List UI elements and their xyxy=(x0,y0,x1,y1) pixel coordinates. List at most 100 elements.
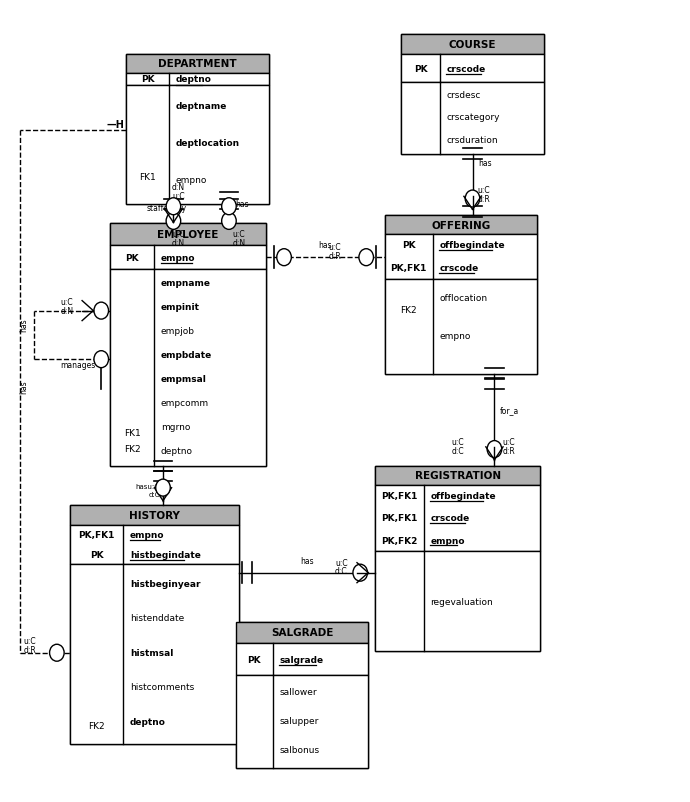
Text: offlocation: offlocation xyxy=(440,294,487,303)
Text: empno: empno xyxy=(176,176,207,185)
Text: deptno: deptno xyxy=(176,75,212,84)
Text: d:N: d:N xyxy=(60,306,73,315)
Text: empno: empno xyxy=(440,332,471,341)
Text: regevaluation: regevaluation xyxy=(431,597,493,606)
Bar xyxy=(385,234,537,279)
Bar xyxy=(70,565,239,743)
Text: u:C: u:C xyxy=(172,230,185,239)
Circle shape xyxy=(277,249,291,266)
Bar xyxy=(70,505,239,743)
Text: PK,FK1: PK,FK1 xyxy=(79,531,115,540)
Bar xyxy=(402,35,544,55)
Text: offbegindate: offbegindate xyxy=(440,241,505,250)
Bar xyxy=(70,505,239,525)
Text: PK,FK1: PK,FK1 xyxy=(391,264,427,273)
Bar xyxy=(110,270,266,467)
Bar xyxy=(375,485,540,552)
Text: d:R: d:R xyxy=(502,447,515,456)
Text: empno: empno xyxy=(431,536,465,545)
Bar xyxy=(375,552,540,651)
Circle shape xyxy=(465,191,480,208)
Text: u:C: u:C xyxy=(233,230,245,239)
Bar xyxy=(236,622,368,768)
Text: FK2: FK2 xyxy=(124,444,140,453)
Text: d:C: d:C xyxy=(335,567,348,576)
Circle shape xyxy=(94,303,108,320)
Text: histenddate: histenddate xyxy=(130,614,184,622)
Circle shape xyxy=(166,199,181,216)
Text: empcomm: empcomm xyxy=(161,399,209,407)
Text: d:N: d:N xyxy=(172,238,185,248)
Circle shape xyxy=(221,213,236,230)
Text: d:R: d:R xyxy=(23,645,37,654)
Text: PK: PK xyxy=(402,241,415,250)
Bar xyxy=(70,525,239,565)
Text: crscode: crscode xyxy=(446,64,486,74)
Bar xyxy=(385,217,537,374)
Bar xyxy=(236,622,368,643)
Text: deptname: deptname xyxy=(176,102,227,111)
Bar xyxy=(110,245,266,270)
Text: —H: —H xyxy=(106,120,124,130)
Text: for_a: for_a xyxy=(500,406,519,415)
Text: offbegindate: offbegindate xyxy=(431,492,496,500)
Bar xyxy=(402,83,544,155)
Circle shape xyxy=(359,249,373,266)
Text: OFFERING: OFFERING xyxy=(431,221,491,230)
Text: d:R: d:R xyxy=(328,252,341,261)
Text: empjob: empjob xyxy=(161,326,195,335)
Text: crscategory: crscategory xyxy=(446,113,500,122)
Text: has: has xyxy=(19,380,28,394)
Bar xyxy=(110,224,266,467)
Text: PK,FK2: PK,FK2 xyxy=(381,536,417,545)
Text: histcomments: histcomments xyxy=(130,683,194,691)
Text: salgrade: salgrade xyxy=(279,654,324,664)
Bar xyxy=(126,55,269,74)
Text: FK1: FK1 xyxy=(124,428,140,438)
Circle shape xyxy=(156,480,170,496)
Bar xyxy=(110,224,266,245)
Circle shape xyxy=(353,565,368,581)
Text: PK,FK1: PK,FK1 xyxy=(381,492,417,500)
Text: d:C: d:C xyxy=(451,447,464,456)
Text: empname: empname xyxy=(161,278,211,288)
Text: empinit: empinit xyxy=(161,302,200,312)
Text: has: has xyxy=(235,200,249,209)
Text: PK: PK xyxy=(90,550,104,559)
Text: salupper: salupper xyxy=(279,716,319,725)
Text: PK: PK xyxy=(125,253,139,262)
Text: FK1: FK1 xyxy=(139,173,156,182)
Bar xyxy=(375,467,540,651)
Text: u:C: u:C xyxy=(451,438,464,447)
Text: EMPLOYEE: EMPLOYEE xyxy=(157,230,218,240)
Circle shape xyxy=(94,351,108,368)
Circle shape xyxy=(166,213,181,230)
Text: salbonus: salbonus xyxy=(279,745,319,754)
Circle shape xyxy=(50,645,64,662)
Text: u:C: u:C xyxy=(502,438,515,447)
Text: deptno: deptno xyxy=(161,447,193,456)
Text: histbeginyear: histbeginyear xyxy=(130,579,200,588)
Bar xyxy=(385,217,537,234)
Text: SALGRADE: SALGRADE xyxy=(270,628,333,638)
Bar xyxy=(126,74,269,86)
Bar xyxy=(126,86,269,205)
Text: empno: empno xyxy=(130,531,164,540)
Text: has: has xyxy=(300,556,314,565)
Text: DEPARTMENT: DEPARTMENT xyxy=(158,59,237,69)
Circle shape xyxy=(221,199,236,216)
Bar xyxy=(402,55,544,83)
Text: deptno: deptno xyxy=(130,717,166,726)
Circle shape xyxy=(487,441,502,458)
Text: has: has xyxy=(19,318,28,331)
Text: PK: PK xyxy=(248,654,261,664)
Text: crscode: crscode xyxy=(431,514,469,523)
Text: REGISTRATION: REGISTRATION xyxy=(415,471,501,480)
Text: sallower: sallower xyxy=(279,687,317,696)
Text: PK,FK1: PK,FK1 xyxy=(381,514,417,523)
Text: u:C: u:C xyxy=(60,298,72,307)
Text: manages: manages xyxy=(60,360,95,370)
Text: HISTORY: HISTORY xyxy=(129,510,180,520)
Text: u:C: u:C xyxy=(23,637,37,646)
Text: histmsal: histmsal xyxy=(130,648,173,657)
